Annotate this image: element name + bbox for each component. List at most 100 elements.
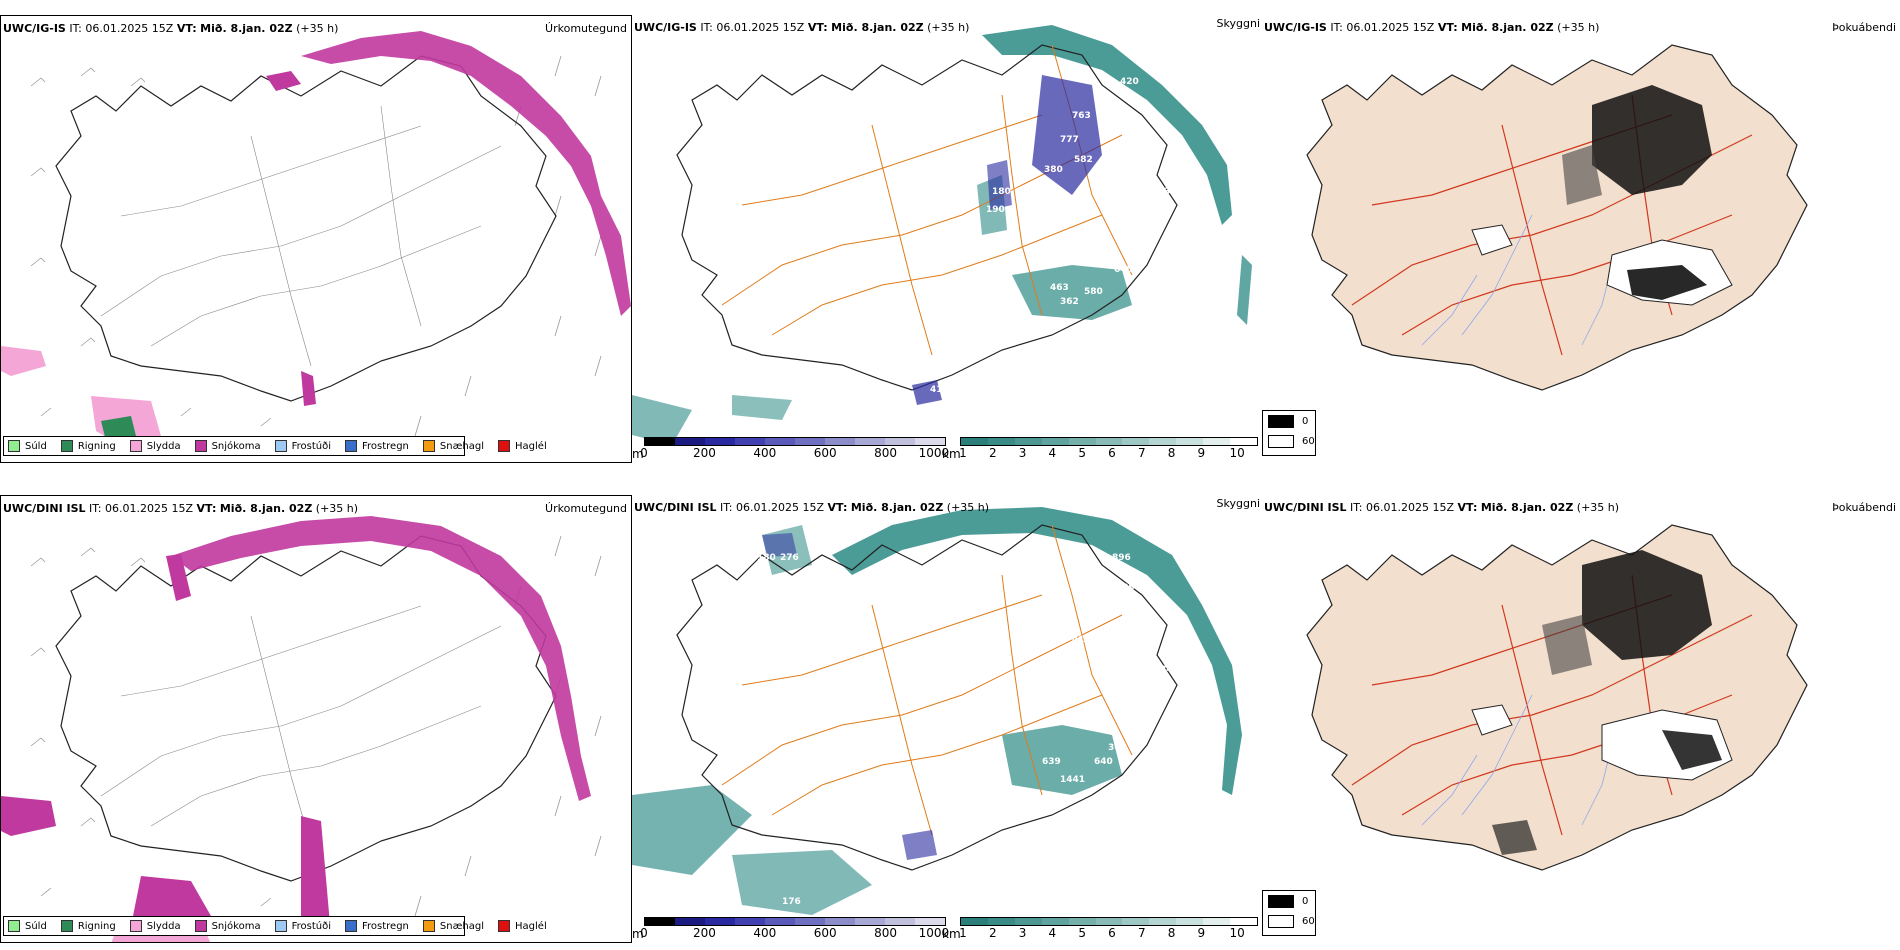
ceiling-patch bbox=[912, 380, 942, 405]
visibility-patch bbox=[732, 850, 872, 915]
tick-label: 10 bbox=[1229, 446, 1245, 460]
colorbar-cell bbox=[1176, 918, 1204, 925]
swatch-icon bbox=[60, 440, 73, 452]
swatch-icon bbox=[345, 440, 357, 452]
legend-item: Slydda bbox=[129, 920, 181, 932]
vt-label: VT: bbox=[827, 501, 848, 514]
swatch-icon bbox=[194, 440, 207, 452]
vt-label: VT: bbox=[1437, 21, 1458, 34]
fog-legend-top: 0 60 bbox=[1262, 410, 1316, 456]
roads bbox=[100, 105, 502, 367]
value-label: 763 bbox=[1072, 111, 1091, 121]
colorbar-cell bbox=[987, 918, 1015, 925]
colorbar-cell bbox=[1068, 438, 1096, 445]
tick-label: 4 bbox=[1048, 446, 1057, 460]
rain-patch bbox=[101, 416, 136, 441]
value-label: 420 bbox=[1120, 77, 1139, 87]
swatch-icon bbox=[129, 440, 142, 452]
roads bbox=[721, 524, 1133, 836]
fog-legend-item: 0 bbox=[1263, 891, 1315, 911]
ceiling-colorbar: 0 200 400 600 800 1000 bbox=[640, 437, 949, 460]
it-label: IT: bbox=[69, 22, 82, 35]
cloud-map-top bbox=[632, 25, 1252, 445]
value-label: 839 bbox=[1116, 583, 1135, 593]
precip-legend: Súld Rigning Slydda Snjókoma Frostúði Fr… bbox=[3, 436, 547, 456]
colorbar-cell bbox=[1014, 918, 1042, 925]
value-label: 304 bbox=[1108, 743, 1127, 753]
colorbar-cell bbox=[855, 438, 885, 445]
colorbar-cell bbox=[961, 918, 988, 925]
tick-label: 200 bbox=[692, 446, 716, 460]
vt-label: VT: bbox=[1457, 501, 1478, 514]
visibility-patch bbox=[1002, 725, 1122, 795]
value-label: 848 bbox=[1160, 665, 1179, 675]
panel-title: Úrkomutegund bbox=[545, 502, 627, 515]
snow-band-bottom bbox=[171, 516, 591, 801]
value-label: 418 bbox=[930, 385, 949, 395]
legend-label: 60 bbox=[1302, 915, 1315, 927]
it-value: 06.01.2025 15Z bbox=[1366, 501, 1455, 514]
fog-legend-bottom: 0 60 bbox=[1262, 890, 1316, 936]
model-name: UWC/DINI ISL bbox=[1264, 501, 1347, 514]
tick-label: 7 bbox=[1137, 446, 1146, 460]
value-label: 190 bbox=[986, 205, 1005, 215]
fog-legend-item: 0 bbox=[1263, 411, 1315, 431]
panel-title: Úrkomutegund bbox=[545, 22, 627, 35]
it-label: IT: bbox=[89, 502, 102, 515]
roads bbox=[100, 605, 502, 847]
colorbar-cell bbox=[855, 918, 885, 925]
value-label: 463 bbox=[1050, 283, 1069, 293]
value-label: 543 bbox=[1084, 587, 1103, 597]
colorbar-cell bbox=[1122, 438, 1150, 445]
legend-item: Snæhagl bbox=[422, 920, 484, 932]
colorbar-cell bbox=[987, 438, 1015, 445]
ceiling-patch bbox=[762, 533, 797, 557]
value-label: 580 bbox=[1116, 631, 1135, 641]
lead-time: (+35 h) bbox=[946, 501, 990, 514]
legend-label: 0 bbox=[1302, 415, 1309, 427]
legend-label: Frostúði bbox=[291, 920, 331, 932]
legend-label: 60 bbox=[1302, 435, 1315, 447]
value-label: 92 bbox=[1134, 575, 1147, 585]
precip-panel-top: UWC/IG-IS IT: 06.01.2025 15Z VT: Mið. 8.… bbox=[0, 15, 632, 463]
colorbar-cell bbox=[1203, 438, 1231, 445]
tick-label: 200 bbox=[692, 926, 716, 940]
visibility-band bbox=[982, 25, 1232, 225]
legend-label: Frostregn bbox=[362, 440, 409, 452]
panel-title: Skyggni bbox=[1216, 497, 1260, 510]
tick-label: 1000 bbox=[918, 446, 950, 460]
legend-label: Haglél bbox=[515, 920, 547, 932]
it-label: IT: bbox=[700, 21, 713, 34]
tick-label: 2 bbox=[988, 446, 997, 460]
model-name: UWC/DINI ISL bbox=[634, 501, 717, 514]
legend-label: 0 bbox=[1302, 895, 1309, 907]
lead-time: (+35 h) bbox=[1576, 501, 1620, 514]
model-name: UWC/IG-IS bbox=[634, 21, 697, 34]
value-label: 180 bbox=[757, 553, 776, 563]
colorbar-cell bbox=[1230, 438, 1257, 445]
fog-header-bottom: UWC/DINI ISL IT: 06.01.2025 15Z VT: Mið.… bbox=[1264, 501, 1619, 514]
fog-legend-item: 60 bbox=[1263, 431, 1315, 451]
colorbar-cell bbox=[675, 918, 705, 925]
legend-label: Rigning bbox=[77, 920, 116, 932]
legend-item: Rigning bbox=[60, 920, 116, 932]
vt-label: VT: bbox=[196, 502, 217, 515]
fog-grey-patch bbox=[1562, 145, 1602, 205]
ceiling-patch bbox=[902, 830, 937, 860]
colorbar-cell bbox=[825, 438, 855, 445]
legend-label: Súld bbox=[25, 440, 47, 452]
snow-patch bbox=[1, 796, 56, 836]
tick-label: 1 bbox=[959, 446, 967, 460]
tick-label: 7 bbox=[1137, 926, 1146, 940]
legend-item: Frostregn bbox=[345, 440, 409, 452]
value-label: 176 bbox=[782, 897, 801, 907]
visibility-band bbox=[832, 507, 1242, 795]
legend-label: Haglél bbox=[515, 440, 547, 452]
colorbar-cell bbox=[825, 918, 855, 925]
legend-item: Rigning bbox=[60, 440, 116, 452]
ceiling-unit: m bbox=[632, 927, 644, 941]
legend-item: Snæhagl bbox=[422, 440, 484, 452]
value-label: 616 bbox=[1172, 165, 1191, 175]
precip-map-bottom bbox=[1, 516, 602, 942]
legend-label: Frostregn bbox=[362, 920, 409, 932]
